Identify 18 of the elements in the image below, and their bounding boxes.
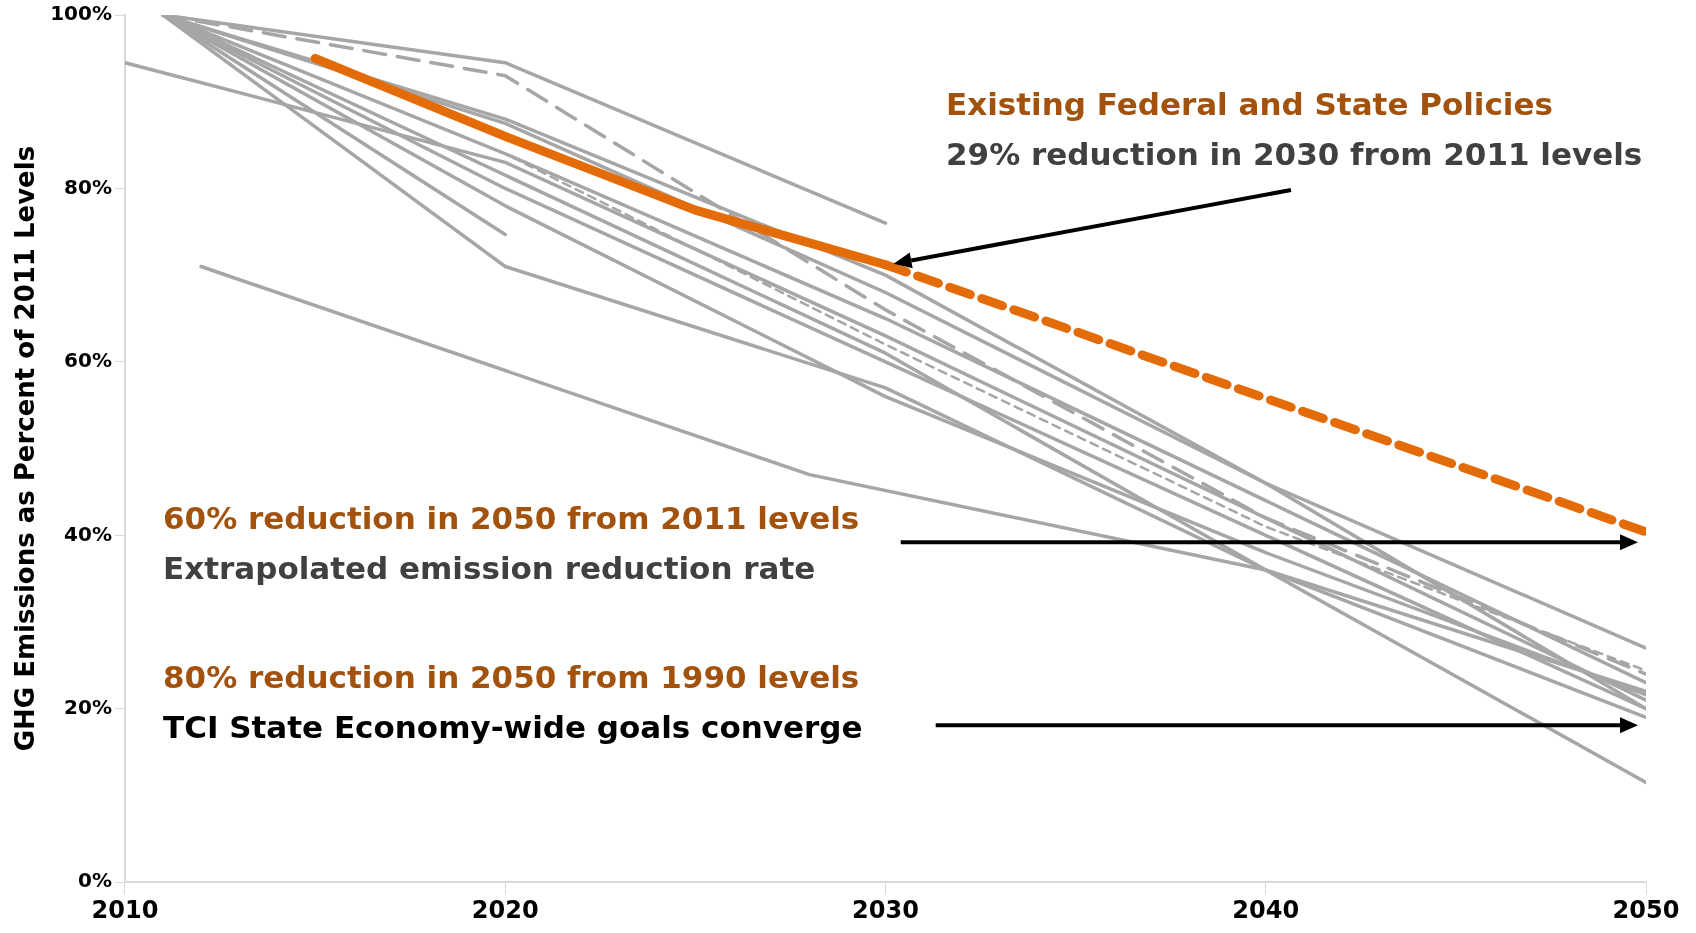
- annotation: Extrapolated emission reduction rate: [162, 550, 816, 587]
- annotation: Existing Federal and State Policies: [946, 86, 1553, 122]
- y-tick-label: 60%: [64, 348, 112, 373]
- y-tick-label: 100%: [50, 1, 112, 26]
- annotation: 80% reduction in 2050 from 1990 levels: [162, 658, 860, 695]
- annotation: TCI State Economy-wide goals converge: [162, 708, 863, 745]
- y-tick-label: 20%: [64, 694, 112, 719]
- x-tick-label: 2050: [1612, 895, 1680, 924]
- x-tick-label: 2020: [471, 895, 539, 924]
- x-tick-label: 2030: [852, 895, 919, 924]
- annotation: 60% reduction in 2050 from 2011 levels: [162, 500, 860, 537]
- x-tick-label: 2040: [1232, 895, 1300, 924]
- y-tick-label: 0%: [78, 868, 112, 893]
- x-tick-label: 2010: [91, 895, 159, 924]
- y-axis-title: GHG Emissions as Percent of 2011 Levels: [10, 145, 41, 752]
- y-tick-label: 40%: [64, 521, 112, 546]
- y-tick-label: 80%: [64, 174, 112, 199]
- annotation: 29% reduction in 2030 from 2011 levels: [946, 136, 1643, 172]
